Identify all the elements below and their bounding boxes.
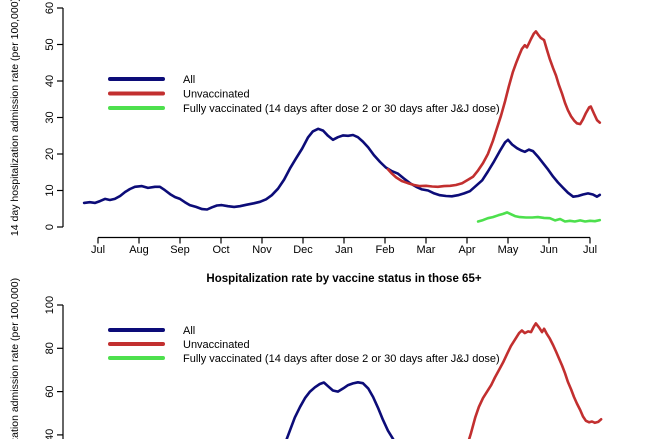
x-tick-label: Nov <box>252 244 272 256</box>
x-tick-label: Apr <box>458 244 475 256</box>
x-tick-label: Aug <box>129 244 149 256</box>
y-tick-label: 50 <box>44 38 56 50</box>
y-axis-title: 14 day hospitalization admission rate (p… <box>9 278 21 439</box>
legend-label-fully-vaccinated-14-days-after-dose-2-or: Fully vaccinated (14 days after dose 2 o… <box>183 103 500 115</box>
y-tick-label: 0 <box>44 224 56 230</box>
y-tick-label: 100 <box>44 296 56 314</box>
series-line-unvaccinated <box>467 322 603 439</box>
legend-label-unvaccinated: Unvaccinated <box>183 89 250 101</box>
y-tick-label: 40 <box>44 429 56 439</box>
series-line-unvaccinated <box>386 30 602 189</box>
legend-label-unvaccinated: Unvaccinated <box>183 339 250 351</box>
x-tick-label: Sep <box>170 244 190 256</box>
x-tick-label: Jun <box>540 244 558 256</box>
y-tick-label: 30 <box>44 111 56 123</box>
series-line-all <box>285 381 395 439</box>
legend-label-all: All <box>183 325 195 337</box>
legend-label-all: All <box>183 74 195 86</box>
x-tick-label: May <box>498 244 519 256</box>
x-tick-label: Jan <box>335 244 353 256</box>
x-tick-label: Feb <box>376 244 395 256</box>
y-axis-title: 14 day hospitalization admission rate (p… <box>9 0 21 236</box>
y-tick-label: 10 <box>44 184 56 196</box>
bottom-chart: Hospitalization rate by vaccine status i… <box>9 273 603 439</box>
legend-label-fully-vaccinated-14-days-after-dose-2-or: Fully vaccinated (14 days after dose 2 o… <box>183 353 500 365</box>
y-tick-label: 80 <box>44 342 56 354</box>
series-line-all <box>82 127 602 211</box>
y-tick-label: 60 <box>44 2 56 14</box>
x-tick-label: Oct <box>212 244 229 256</box>
chart-title: Hospitalization rate by vaccine status i… <box>206 273 481 285</box>
top-chart: 0 10 20 30 40 50 60 14 day hospitalization admi… <box>9 0 602 256</box>
x-tick-label: Jul <box>91 244 105 256</box>
series-line-fully-vaccinated-14-days-after-dose-2-or <box>476 211 602 223</box>
y-tick-label: 20 <box>44 148 56 160</box>
x-tick-label: Dec <box>293 244 313 256</box>
y-tick-label: 40 <box>44 75 56 87</box>
x-tick-label: Jul <box>583 244 597 256</box>
x-tick-label: Mar <box>417 244 436 256</box>
y-tick-label: 60 <box>44 385 56 397</box>
